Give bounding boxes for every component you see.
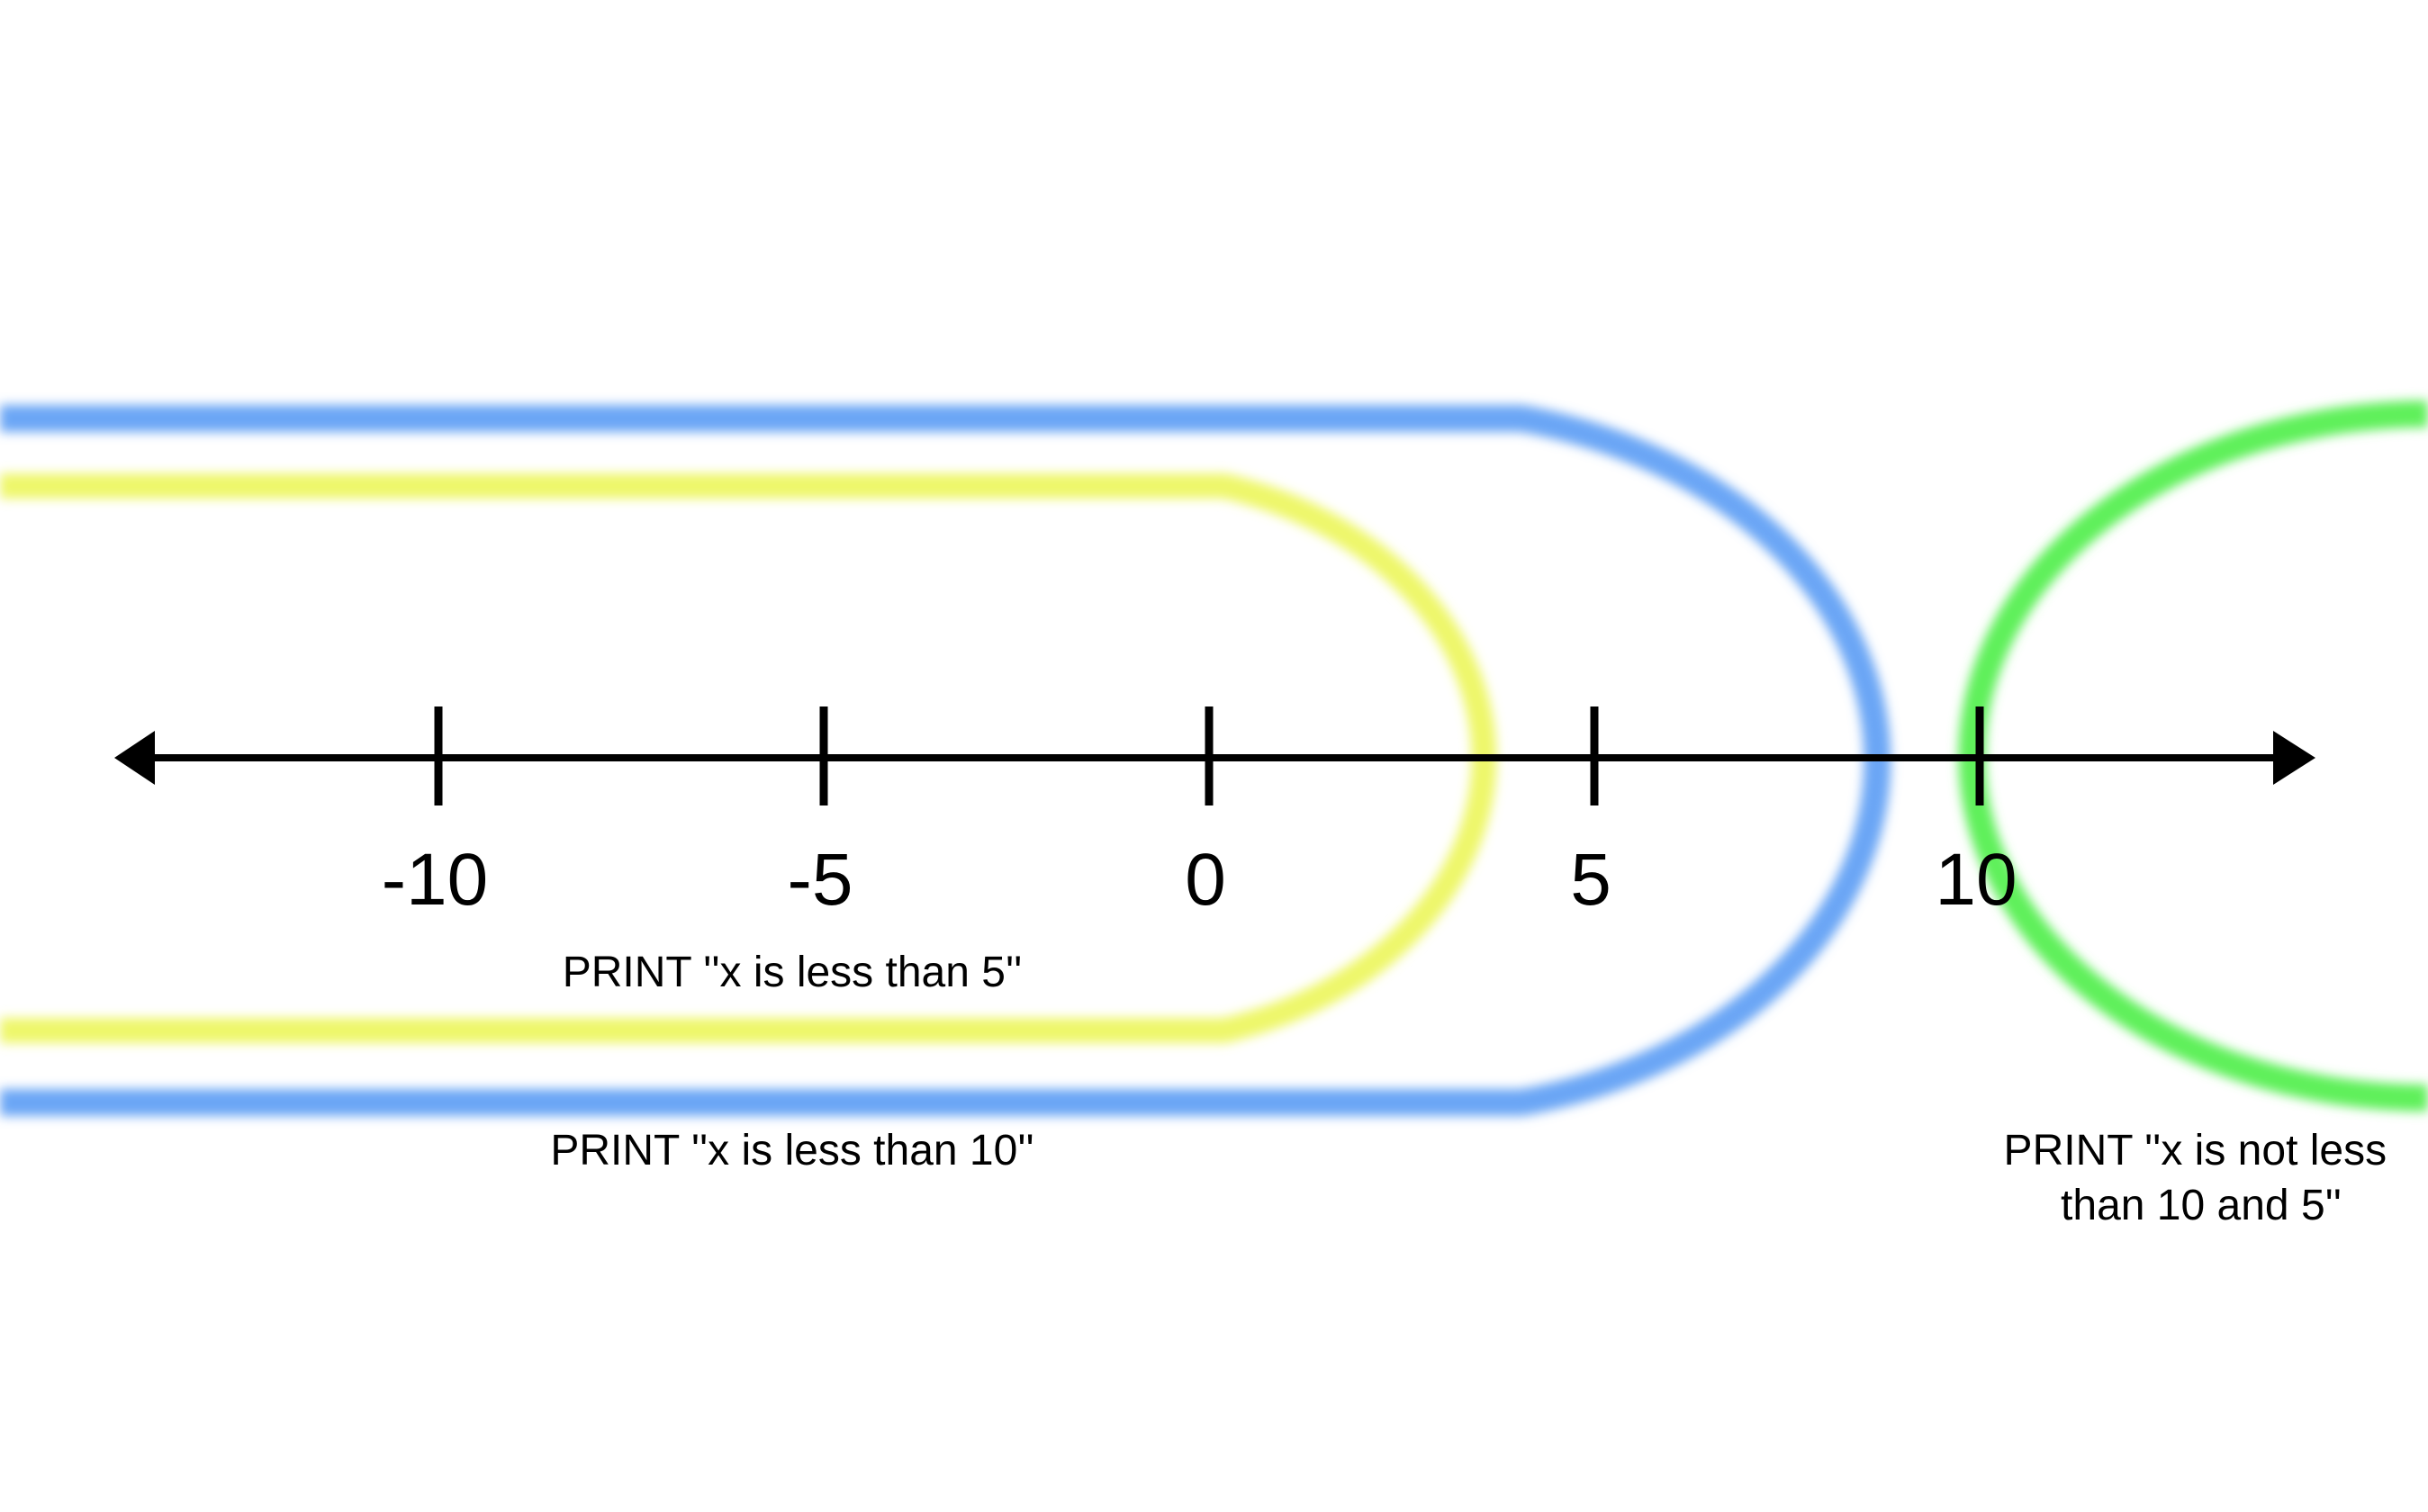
tick-labels: -10 -5 0 5 10	[382, 839, 2017, 921]
tick-marks	[434, 706, 1984, 806]
right-arrow-icon	[2273, 731, 2315, 785]
less-than-10-label: PRINT ''x is less than 10''	[550, 1127, 1033, 1174]
tick-label: -5	[788, 839, 853, 921]
tick-label: 10	[1935, 839, 2017, 921]
not-less-than-10-label: PRINT ''x is not less than 10 and 5''	[2004, 1127, 2399, 1229]
less-than-5-label: PRINT ''x is less than 5''	[563, 949, 1023, 996]
tick-label: 5	[1570, 839, 1611, 921]
tick-label: -10	[382, 839, 489, 921]
not-less-than-10-label-line-2: than 10 and 5''	[2061, 1182, 2342, 1229]
left-arrow-icon	[114, 731, 155, 785]
not-less-than-10-label-line-1: PRINT ''x is not less	[2004, 1127, 2387, 1174]
tick-label: 0	[1185, 839, 1226, 921]
